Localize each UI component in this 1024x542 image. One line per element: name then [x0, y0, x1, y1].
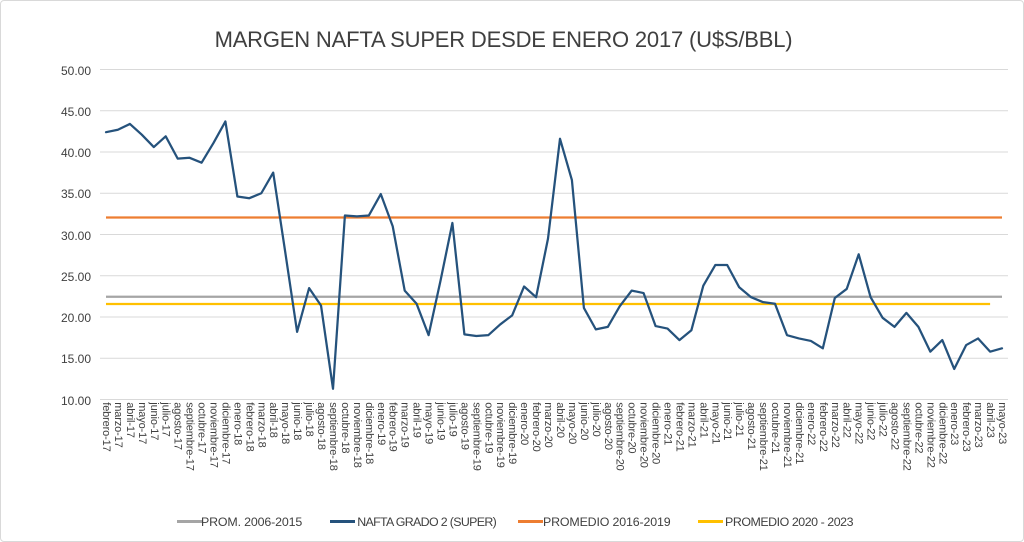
svg-text:noviembre-21: noviembre-21 [781, 402, 793, 467]
svg-text:agosto-20: agosto-20 [602, 402, 614, 450]
svg-text:febrero-19: febrero-19 [387, 402, 399, 451]
svg-text:marzo-17: marzo-17 [112, 402, 124, 447]
svg-text:noviembre-20: noviembre-20 [638, 402, 650, 467]
svg-text:marzo-19: marzo-19 [399, 402, 411, 447]
svg-text:agosto-19: agosto-19 [458, 402, 470, 450]
svg-text:diciembre-17: diciembre-17 [219, 402, 231, 464]
svg-text:febrero-17: febrero-17 [100, 402, 112, 451]
svg-text:enero-23: enero-23 [948, 402, 960, 445]
svg-text:noviembre-19: noviembre-19 [494, 402, 506, 467]
svg-text:marzo-22: marzo-22 [829, 402, 841, 447]
svg-text:octubre-19: octubre-19 [482, 402, 494, 453]
svg-text:diciembre-19: diciembre-19 [506, 402, 518, 464]
svg-text:septiembre-18: septiembre-18 [327, 402, 339, 470]
svg-text:mayo-22: mayo-22 [853, 402, 865, 444]
svg-text:noviembre-17: noviembre-17 [208, 402, 220, 467]
svg-text:diciembre-20: diciembre-20 [650, 402, 662, 464]
svg-text:agosto-18: agosto-18 [315, 402, 327, 450]
svg-text:julio-20: julio-20 [590, 401, 602, 436]
svg-text:octubre-21: octubre-21 [769, 402, 781, 453]
svg-text:agosto-22: agosto-22 [889, 402, 901, 450]
svg-text:diciembre-22: diciembre-22 [936, 402, 948, 464]
svg-text:abril-23: abril-23 [984, 402, 996, 438]
svg-text:mayo-18: mayo-18 [279, 402, 291, 444]
svg-text:enero-18: enero-18 [231, 402, 243, 445]
svg-text:abril-17: abril-17 [124, 402, 136, 438]
svg-text:agosto-17: agosto-17 [172, 402, 184, 450]
svg-text:noviembre-22: noviembre-22 [924, 402, 936, 467]
svg-text:julio-18: julio-18 [303, 401, 315, 436]
svg-text:mayo-17: mayo-17 [136, 402, 148, 444]
svg-text:septiembre-17: septiembre-17 [184, 402, 196, 470]
svg-text:diciembre-18: diciembre-18 [363, 402, 375, 464]
svg-text:octubre-20: octubre-20 [626, 402, 638, 453]
svg-text:abril-22: abril-22 [841, 402, 853, 438]
svg-text:mayo-23: mayo-23 [996, 402, 1008, 444]
svg-text:julio-17: julio-17 [160, 401, 172, 436]
svg-text:abril-20: abril-20 [554, 402, 566, 438]
svg-text:febrero-18: febrero-18 [243, 402, 255, 451]
svg-text:febrero-20: febrero-20 [530, 402, 542, 451]
svg-text:junio-18: junio-18 [291, 401, 303, 440]
svg-text:octubre-22: octubre-22 [912, 402, 924, 453]
svg-text:septiembre-22: septiembre-22 [900, 402, 912, 470]
svg-text:febrero-22: febrero-22 [817, 402, 829, 451]
svg-text:septiembre-21: septiembre-21 [757, 402, 769, 470]
svg-text:junio-22: junio-22 [865, 401, 877, 440]
svg-text:septiembre-19: septiembre-19 [470, 402, 482, 470]
svg-text:septiembre-20: septiembre-20 [614, 402, 626, 470]
svg-text:octubre-17: octubre-17 [196, 402, 208, 453]
svg-text:abril-19: abril-19 [411, 402, 423, 438]
svg-text:julio-22: julio-22 [877, 401, 889, 436]
svg-text:abril-21: abril-21 [697, 402, 709, 438]
svg-text:junio-20: junio-20 [578, 401, 590, 440]
svg-text:junio-21: junio-21 [721, 401, 733, 440]
svg-text:enero-19: enero-19 [375, 402, 387, 445]
svg-text:mayo-20: mayo-20 [566, 402, 578, 444]
svg-text:junio-17: junio-17 [148, 401, 160, 440]
svg-text:agosto-21: agosto-21 [745, 402, 757, 450]
svg-text:enero-21: enero-21 [662, 402, 674, 445]
svg-text:abril-18: abril-18 [267, 402, 279, 438]
svg-text:noviembre-18: noviembre-18 [351, 402, 363, 467]
svg-text:marzo-23: marzo-23 [972, 402, 984, 447]
svg-text:marzo-20: marzo-20 [542, 402, 554, 447]
svg-text:marzo-21: marzo-21 [685, 402, 697, 447]
svg-text:mayo-21: mayo-21 [709, 402, 721, 444]
svg-text:enero-20: enero-20 [518, 402, 530, 445]
svg-text:diciembre-21: diciembre-21 [793, 402, 805, 464]
svg-text:mayo-19: mayo-19 [423, 402, 435, 444]
svg-text:octubre-18: octubre-18 [339, 402, 351, 453]
svg-text:enero-22: enero-22 [805, 402, 817, 445]
svg-text:junio-19: junio-19 [435, 401, 447, 440]
svg-text:julio-19: julio-19 [446, 401, 458, 436]
svg-text:julio-21: julio-21 [733, 401, 745, 436]
svg-text:febrero-23: febrero-23 [960, 402, 972, 451]
svg-text:marzo-18: marzo-18 [255, 402, 267, 447]
svg-text:febrero-21: febrero-21 [673, 402, 685, 451]
